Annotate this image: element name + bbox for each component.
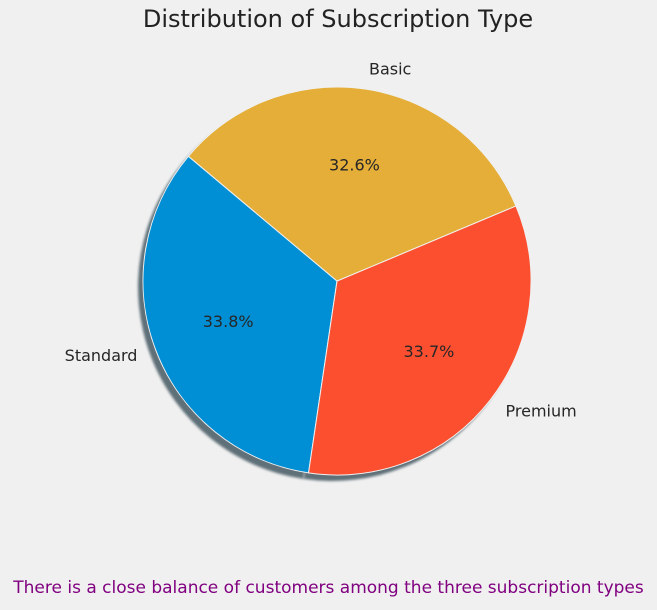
slice-percent-premium: 33.7% [404,342,455,361]
pie-slices [142,86,532,476]
slice-basic [187,86,517,282]
slice-label-standard: Standard [65,346,138,365]
slice-label-premium: Premium [506,401,577,420]
pie-labels: Standard 33.8% Premium 33.7% Basic 32.6% [65,60,577,421]
chart-annotation: There is a close balance of customers am… [13,578,644,598]
slice-premium [307,205,532,476]
slice-percent-standard: 33.8% [203,312,254,331]
chart-title: Distribution of Subscription Type [142,5,534,33]
slice-percent-basic: 32.6% [329,155,380,174]
slice-label-basic: Basic [369,60,411,79]
slice-standard [142,155,338,474]
